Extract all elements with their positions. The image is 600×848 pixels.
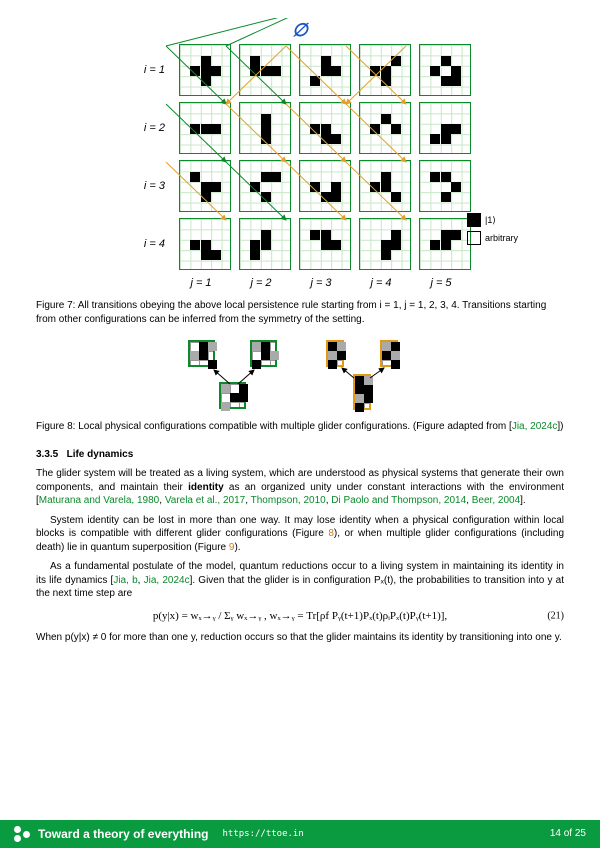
legend-black-swatch xyxy=(467,213,481,227)
config-cell xyxy=(299,44,351,96)
citation-link[interactable]: Thompson, 2010 xyxy=(251,495,326,506)
config-cell xyxy=(239,160,291,212)
figure-8-caption: Figure 8: Local physical configurations … xyxy=(36,420,564,434)
config-cell xyxy=(239,44,291,96)
figure-8-left-group xyxy=(188,340,298,412)
legend-black-label: |1⟩ xyxy=(485,214,496,226)
citation-link[interactable]: Varela et al., 2017 xyxy=(165,495,245,506)
section-heading: 3.3.5 Life dynamics xyxy=(36,448,564,462)
config-cell xyxy=(179,102,231,154)
paragraph-3: As a fundamental postulate of the model,… xyxy=(36,560,564,601)
citation-link[interactable]: Di Paolo and Thompson, 2014 xyxy=(331,495,466,506)
figure-7-diagram: ∅ i = 1i = 2i = 3i = 4 j = 1j = 2j = 3j … xyxy=(36,18,564,291)
figure-8-diagram xyxy=(36,340,564,412)
config-cell xyxy=(419,102,471,154)
emptyset-symbol: ∅ xyxy=(36,18,564,42)
row-label: i = 2 xyxy=(129,121,165,136)
row-label: i = 3 xyxy=(129,179,165,194)
citation-link[interactable]: Maturana and Varela, 1980 xyxy=(39,495,159,506)
column-label: j = 5 xyxy=(415,276,467,291)
config-cell xyxy=(299,218,351,270)
column-label: j = 2 xyxy=(235,276,287,291)
citation-link[interactable]: Beer, 2004 xyxy=(472,495,520,506)
paragraph-1: The glider system will be treated as a l… xyxy=(36,467,564,508)
page-number: 14 of 25 xyxy=(550,827,586,841)
footer-logo-icon xyxy=(14,826,30,842)
column-label: j = 3 xyxy=(295,276,347,291)
config-cell xyxy=(359,102,411,154)
figure-8-right-group xyxy=(322,340,412,412)
paragraph-4: When p(y|x) ≠ 0 for more than one y, red… xyxy=(36,631,564,645)
config-cell xyxy=(419,218,471,270)
column-labels: j = 1 j = 2 j = 3 j = 4 j = 5 xyxy=(78,276,564,291)
legend-white-label: arbitrary xyxy=(485,232,518,244)
equation-number: (21) xyxy=(547,609,564,623)
figure-7-legend: |1⟩ arbitrary xyxy=(467,213,518,249)
config-cell xyxy=(179,160,231,212)
column-label: j = 1 xyxy=(175,276,227,291)
row-label: i = 4 xyxy=(129,237,165,252)
figure-7-caption: Figure 7: All transitions obeying the ab… xyxy=(36,299,564,326)
citation-link[interactable]: Jia, 2024c xyxy=(144,575,190,586)
legend-white-swatch xyxy=(467,231,481,245)
row-label: i = 1 xyxy=(129,63,165,78)
column-label: j = 4 xyxy=(355,276,407,291)
citation-link[interactable]: Jia, 2024c xyxy=(512,421,558,432)
config-cell xyxy=(299,102,351,154)
page-content: ∅ i = 1i = 2i = 3i = 4 j = 1j = 2j = 3j … xyxy=(0,0,600,691)
footer-title: Toward a theory of everything xyxy=(38,826,208,842)
config-cell xyxy=(419,44,471,96)
config-cell xyxy=(239,102,291,154)
config-cell xyxy=(179,218,231,270)
page-footer: Toward a theory of everything https://tt… xyxy=(0,820,600,848)
equation-21: p(y|x) = wₓ→ᵧ / Σᵧ wₓ→ᵧ , wₓ→ᵧ = Tr[ρf P… xyxy=(36,609,564,624)
config-cell xyxy=(359,218,411,270)
config-cell xyxy=(299,160,351,212)
config-cell xyxy=(179,44,231,96)
config-cell xyxy=(359,44,411,96)
config-cell xyxy=(419,160,471,212)
citation-link[interactable]: Jia, b xyxy=(113,575,137,586)
paragraph-2: System identity can be lost in more than… xyxy=(36,514,564,555)
config-cell xyxy=(239,218,291,270)
footer-url[interactable]: https://ttoe.in xyxy=(222,828,303,840)
config-cell xyxy=(359,160,411,212)
